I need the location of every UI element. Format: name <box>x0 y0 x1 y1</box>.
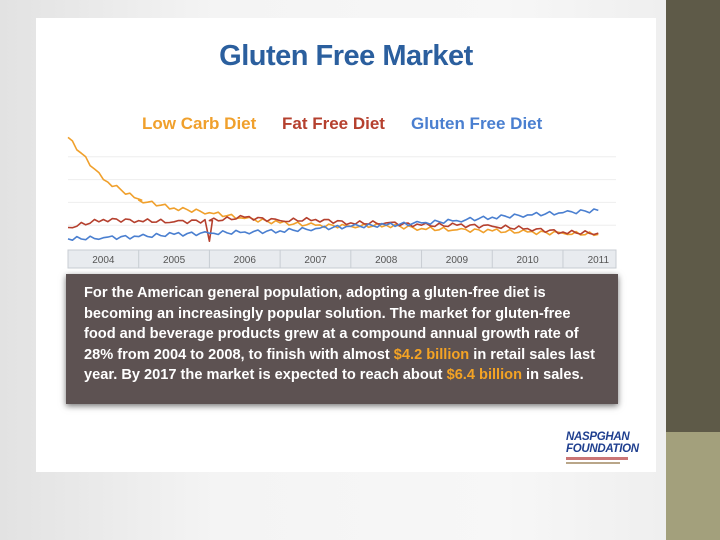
legend-low-carb-diet: Low Carb Diet <box>142 114 257 133</box>
x-tick-label-2005: 2005 <box>163 255 186 266</box>
highlight-6-4-billion: $6.4 billion <box>446 367 522 383</box>
legend-gluten-free-diet: Gluten Free Diet <box>411 114 543 133</box>
x-tick-label-2008: 2008 <box>375 255 398 266</box>
logo-tagline-mark-2 <box>566 462 620 464</box>
trend-chart: 2004 2005 2006 2007 2008 2009 2010 2011 <box>67 136 617 269</box>
side-band-bottom <box>666 432 720 540</box>
highlight-4-2-billion: $4.2 billion <box>393 346 470 363</box>
slide-title: Gluten Free Market <box>219 40 473 72</box>
legend-fat-free-diet: Fat Free Diet <box>282 114 385 133</box>
x-tick-label-2007: 2007 <box>304 255 327 266</box>
slide: Gluten Free Market Low Carb Diet Fat Fre… <box>36 18 656 472</box>
summary-text-3: in sales. <box>522 367 584 383</box>
series-line-low-carb-diet <box>67 136 599 237</box>
x-tick-label-2011: 2011 <box>588 255 610 266</box>
logo-tagline-mark <box>566 457 628 460</box>
summary-text-1: For the American general population, ado… <box>84 285 579 363</box>
logo-line-2: FOUNDATION <box>566 442 639 455</box>
side-band-top <box>666 0 720 432</box>
x-tick-label-2010: 2010 <box>516 255 539 266</box>
summary-text-2: in retail sales last year. By 2017 the m… <box>84 346 595 384</box>
series-line-fat-free-diet <box>67 214 599 242</box>
x-tick-label-2009: 2009 <box>446 255 469 266</box>
series-line-gluten-free-diet <box>67 208 599 241</box>
naspghan-foundation-logo: NASPGHAN FOUNDATION <box>566 431 642 472</box>
chart-legend: Low Carb Diet Fat Free Diet Gluten Free … <box>36 114 656 138</box>
logo-line-1: NASPGHAN <box>566 431 630 443</box>
x-tick-label-2006: 2006 <box>234 255 257 266</box>
market-summary-box: For the American general population, ado… <box>66 274 618 404</box>
x-tick-label-2004: 2004 <box>92 255 115 266</box>
